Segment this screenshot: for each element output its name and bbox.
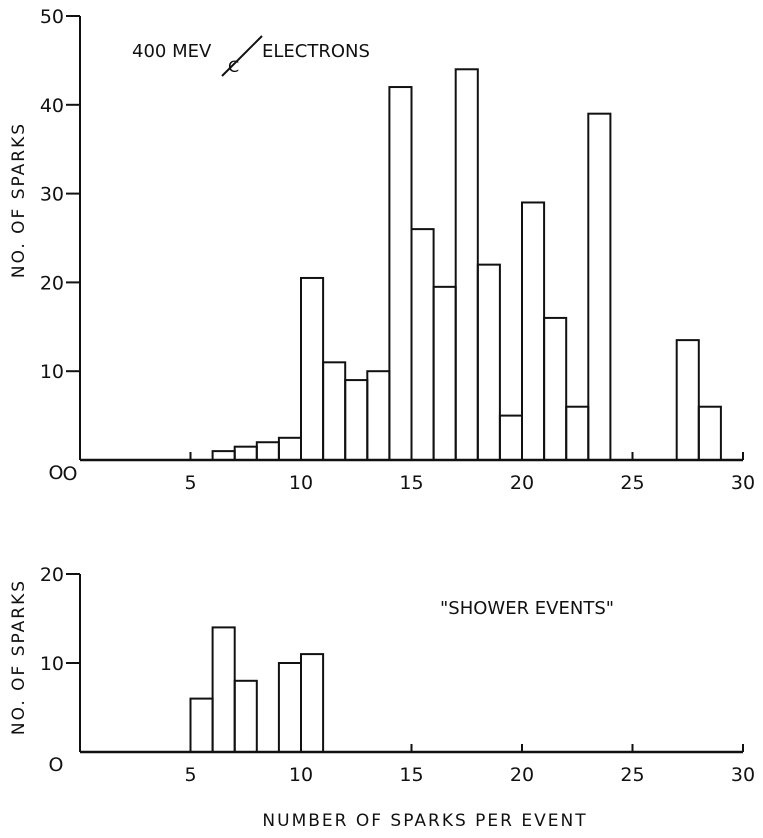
top-yorigin-label: O	[49, 462, 64, 484]
top-ytick-label: 10	[40, 361, 64, 383]
top-bar	[565, 405, 590, 461]
top-xtick-label: 5	[184, 472, 196, 494]
top-xorigin-label: O	[63, 463, 78, 485]
top-xtick-label: 30	[731, 472, 755, 494]
top-bar	[454, 68, 479, 461]
top-bar	[255, 441, 280, 461]
top-ytick-label: 20	[40, 272, 64, 294]
top-ylabel: NO. OF SPARKS	[9, 122, 29, 278]
top-bar	[300, 276, 325, 461]
top-xtick-label: 20	[510, 472, 534, 494]
top-ytick-label: 30	[40, 184, 64, 206]
bottom-ytick-label: 10	[40, 653, 64, 675]
top-xtick-label: 10	[289, 472, 313, 494]
bottom-bar	[277, 662, 302, 753]
top-bar	[498, 414, 523, 462]
top-histogram	[211, 68, 722, 462]
bottom-xtick-label: 25	[620, 764, 644, 786]
top-bar	[277, 436, 302, 461]
top-bar	[388, 86, 413, 461]
top-xtick-label: 15	[399, 472, 423, 494]
top-axes: 10 20 30 40 50 O O 5 10 15 20 25 30	[40, 6, 755, 494]
top-ytick-label: 40	[40, 95, 64, 117]
top-title-slash	[221, 35, 263, 77]
top-bar	[697, 405, 722, 461]
top-bar	[322, 361, 347, 462]
bottom-axes: 10 20 O 5 10 15 20 25 30	[40, 564, 755, 786]
top-title-part-1: 400 MEV	[132, 41, 212, 62]
top-bar	[543, 316, 568, 462]
bottom-bar	[189, 697, 214, 753]
top-title-part-2: C	[228, 57, 239, 76]
top-bar	[521, 201, 546, 461]
bottom-bar	[233, 679, 258, 753]
top-ytick-label: 50	[40, 6, 64, 28]
bottom-title: "SHOWER EVENTS"	[440, 598, 614, 619]
top-bar	[675, 339, 700, 461]
bottom-xtick-label: 15	[399, 764, 423, 786]
bottom-xtick-label: 10	[289, 764, 313, 786]
top-bar	[410, 228, 435, 461]
top-bar	[587, 112, 612, 462]
top-title-part-3: ELECTRONS	[262, 41, 370, 62]
top-bar	[344, 379, 369, 461]
bottom-histogram	[189, 626, 325, 754]
bottom-yorigin-label: O	[49, 754, 64, 776]
bottom-xtick-label: 20	[510, 764, 534, 786]
top-bar	[366, 370, 391, 462]
top-bar	[233, 445, 258, 461]
top-bar	[476, 263, 501, 462]
bottom-ylabel: NO. OF SPARKS	[9, 579, 29, 735]
top-bar	[211, 450, 236, 461]
bottom-bar	[300, 653, 325, 753]
bottom-bar	[211, 626, 236, 754]
bottom-xtick-label: 5	[184, 764, 196, 786]
bottom-xtick-label: 30	[731, 764, 755, 786]
bottom-ytick-label: 20	[40, 564, 64, 586]
bottom-xlabel: NUMBER OF SPARKS PER EVENT	[262, 811, 587, 831]
top-bar	[432, 285, 457, 461]
top-xtick-label: 25	[620, 472, 644, 494]
